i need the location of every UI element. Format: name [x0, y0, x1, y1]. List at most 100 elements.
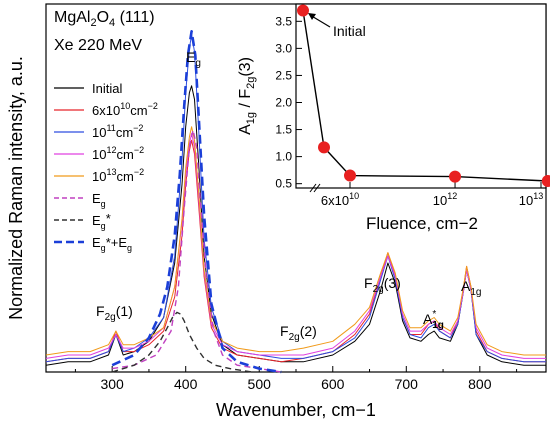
legend-sup: 13: [106, 167, 116, 177]
annotation-sample-sub: 4: [109, 17, 115, 29]
inset-y-axis-sub: 2g: [245, 77, 257, 89]
x-tick-label-700: 700: [395, 376, 419, 392]
inset-y-tick-label-3.5: 3.5: [275, 14, 292, 28]
main-plot: 300 400 500 600 700 800 Wavenumber, cm−1 Normal…: [6, 3, 547, 420]
series-line-4: [45, 126, 546, 356]
inset-x-tick-label-1: 1012: [433, 191, 457, 208]
annotation-sample: MgAl2O4 (111): [54, 9, 155, 29]
series-line-3: [45, 133, 546, 359]
legend-text: cm: [130, 103, 147, 118]
legend-text: E: [92, 191, 101, 206]
inset-y-tick-label-1.5: 1.5: [275, 123, 292, 137]
legend-sub: g: [101, 243, 106, 253]
inset-x-tick-sup: 10: [349, 191, 359, 201]
inset-x-tick-sup: 12: [447, 191, 457, 201]
annotation-beam: Xe 220 MeV: [54, 37, 142, 54]
peak-label-text: F: [96, 303, 105, 319]
inset-point-0: [297, 4, 309, 17]
legend-text: E: [92, 213, 101, 228]
inset-y-tick-label-0.5: 0.5: [275, 177, 292, 191]
legend-text: *: [106, 211, 111, 226]
peak-label-sub: 1g: [470, 287, 481, 298]
legend-label-0: Initial: [92, 81, 122, 96]
peak-label-sub: 2g: [289, 332, 300, 343]
peak-label-4: A* 1g: [423, 309, 444, 331]
legend-text: E: [92, 235, 101, 250]
series-line-6: [111, 311, 253, 373]
series-line-5: [112, 129, 282, 373]
legend-label-5: Eg: [92, 191, 106, 209]
legend-text: 10: [92, 125, 106, 140]
series-line-7: [111, 29, 282, 374]
inset-y-tick-label-2.5: 2.5: [275, 68, 292, 82]
inset-x-tick-label-2: 1013: [519, 191, 543, 208]
legend-sup: −2: [133, 123, 143, 133]
legend-sub: g: [101, 199, 106, 209]
x-tick-label-800: 800: [468, 376, 492, 392]
inset-y-axis-sub: 1g: [245, 112, 257, 124]
inset-x-tick-label-0: 6x1010: [321, 191, 359, 208]
legend-label-4: 1013cm−2: [92, 167, 144, 184]
legend-sup: 12: [106, 145, 116, 155]
annotation-sample-sub: 2: [90, 17, 96, 29]
peak-label-sup: *: [432, 309, 436, 320]
legend-sub: g: [127, 243, 132, 253]
legend-sup: −2: [134, 145, 144, 155]
legend-text: *+E: [106, 235, 128, 250]
peak-label-text: F: [364, 275, 373, 291]
peak-label-text: (1): [116, 303, 133, 319]
legend-sup: −2: [134, 167, 144, 177]
y-axis-title: Normalized Raman intensity, a.u.: [6, 56, 26, 320]
inset-y-tick-label-2: 2.0: [275, 95, 292, 109]
peak-label-5: A1g: [461, 278, 481, 298]
legend-text: 6x10: [92, 103, 120, 118]
peak-label-sub: 1g: [432, 320, 444, 331]
legend-label-6: Eg*: [92, 211, 111, 231]
peak-label-text: E: [186, 49, 195, 65]
peak-label-sub: 2g: [105, 312, 116, 323]
inset-point-3: [449, 170, 462, 183]
legend-text: 10: [92, 147, 106, 162]
initial-arrow-head: [308, 13, 316, 20]
legend-label-7: Eg*+Eg: [92, 235, 132, 253]
legend-text: 10: [92, 169, 106, 184]
inset-y-axis-text: A: [237, 124, 254, 135]
peak-label-text: (2): [300, 323, 317, 339]
inset-x-axis-title: Fluence, cm−2: [366, 214, 478, 233]
inset-frame: [295, 3, 547, 189]
peak-label-3: F2g(3): [364, 275, 401, 295]
legend-label-3: 1012cm−2: [92, 145, 144, 162]
peak-label-text: (3): [384, 275, 401, 291]
annotation-sample-text: O: [97, 9, 109, 26]
inset-point-1: [318, 141, 330, 154]
axis-break-mark: [309, 183, 317, 193]
peak-label-sub: 2g: [373, 284, 384, 295]
inset-x-tick-text: 6x10: [321, 193, 349, 208]
legend-sup: 10: [120, 101, 130, 111]
peak-label-text: A: [423, 311, 433, 327]
peak-label-1: F2g(1): [96, 303, 133, 323]
x-tick-label-300: 300: [100, 376, 124, 392]
inset-x-tick-text: 10: [519, 193, 533, 208]
legend-text: cm: [116, 125, 133, 140]
inset-y-axis-text: (3): [237, 57, 254, 77]
inset-x-tick-text: 10: [433, 193, 447, 208]
peak-label-text: A: [461, 278, 471, 294]
inset-y-axis-text: / F: [237, 89, 254, 112]
peak-label-0: Eg: [186, 49, 201, 69]
legend-sub: g: [101, 221, 106, 231]
inset-y-tick-label-3: 3.0: [275, 41, 292, 55]
legend-sup: −2: [148, 101, 158, 111]
inset-y-axis-title: A1g / F2g(3): [237, 57, 257, 135]
inset-point-2: [344, 169, 356, 182]
peak-label-text: F: [280, 323, 289, 339]
legend-text: cm: [116, 169, 133, 184]
legend-text: cm: [116, 147, 133, 162]
peak-label-sub: g: [195, 58, 201, 69]
peak-label-2: F2g(2): [280, 323, 317, 343]
legend-text: Initial: [92, 81, 122, 96]
legend-sup: 11: [106, 123, 115, 133]
inset-x-tick-sup: 13: [533, 191, 543, 201]
